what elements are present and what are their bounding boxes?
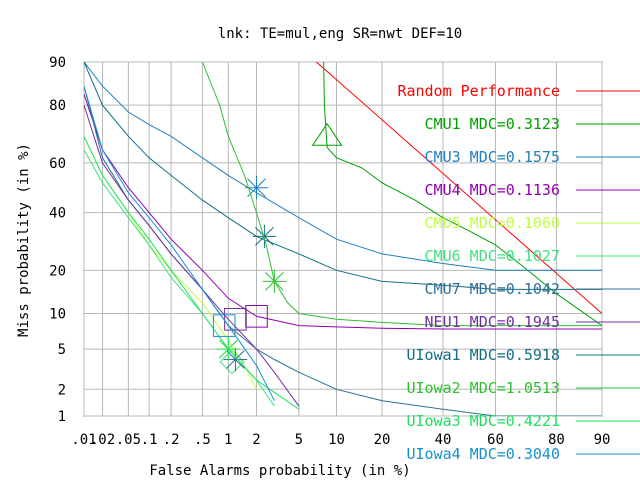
- x-tick-label: 20: [374, 432, 391, 448]
- series-lines: [84, 62, 602, 416]
- legend-label: UIowa4 MDC=0.3040: [406, 445, 560, 463]
- series-marker: [216, 337, 240, 361]
- x-tick-label: 10: [328, 432, 345, 448]
- legend-label: UIowa2 MDC=1.0513: [406, 379, 560, 397]
- x-tick-label: .2: [163, 432, 180, 448]
- legend-label: CMU1 MDC=0.3123: [425, 115, 560, 133]
- x-tick-label: 80: [548, 432, 565, 448]
- series-marker: [223, 347, 248, 372]
- series-line: [84, 62, 602, 271]
- y-tick-label: 90: [49, 55, 66, 71]
- series-marker: [262, 269, 287, 294]
- series-marker: [244, 176, 269, 200]
- legend-label: UIowa1 MDC=0.5918: [406, 346, 560, 364]
- series-line: [84, 105, 300, 407]
- x-tick-label: 2: [252, 432, 260, 448]
- legend-label: Random Performance: [397, 82, 560, 100]
- y-tick-label: 10: [49, 306, 66, 322]
- series-marker: [252, 224, 277, 249]
- legend-label: CMU5 MDC=0.1060: [425, 214, 560, 232]
- series-line: [323, 62, 602, 327]
- y-tick-labels: 1 2 5 10 20 40 60 80 90: [49, 55, 66, 425]
- series-layer: [84, 62, 602, 416]
- legend-label: CMU7 MDC=0.1042: [425, 280, 560, 298]
- x-tick-labels: .01.02.05.1 .2 .5 1 2 5 10 20 40 60 80 90: [71, 432, 610, 448]
- legend: Random Performance CMU1 MDC=0.3123 CMU3 MD…: [397, 82, 640, 463]
- chart-title: lnk: TE=mul,eng SR=nwt DEF=10: [218, 26, 462, 42]
- x-tick-label: .1: [141, 432, 158, 448]
- y-tick-label: 40: [49, 206, 66, 222]
- x-tick-label: 5: [295, 432, 303, 448]
- y-tick-label: 20: [49, 263, 66, 279]
- grid-layer: [83, 61, 603, 417]
- y-tick-label: 2: [58, 382, 66, 398]
- legend-label: CMU3 MDC=0.1575: [425, 148, 560, 166]
- series-line: [84, 62, 602, 290]
- series-line: [84, 85, 275, 401]
- y-tick-label: 1: [58, 409, 66, 425]
- y-tick-label: 80: [49, 98, 66, 114]
- series-marker: [219, 349, 245, 375]
- x-tick-label: .02: [90, 432, 115, 448]
- x-tick-label: 1: [224, 432, 232, 448]
- series-line: [84, 93, 602, 330]
- x-tick-label: .01: [71, 432, 96, 448]
- y-axis-title: Miss probability (in %): [16, 143, 32, 337]
- legend-label: UIowa3 MDC=0.4221: [406, 412, 560, 430]
- x-tick-label: 40: [435, 432, 452, 448]
- x-tick-label: .05: [116, 432, 141, 448]
- series-marker: [245, 305, 268, 328]
- y-tick-label: 5: [58, 342, 66, 358]
- series-line: [316, 62, 602, 314]
- x-axis-title: False Alarms probability (in %): [149, 463, 410, 479]
- legend-label: CMU4 MDC=0.1136: [425, 181, 560, 199]
- legend-label: NEU1 MDC=0.1945: [425, 313, 560, 331]
- x-tick-label: 90: [594, 432, 611, 448]
- series-marker: [212, 314, 236, 337]
- x-tick-label: 60: [487, 432, 504, 448]
- x-tick-label: .5: [194, 432, 211, 448]
- series-line: [84, 136, 300, 410]
- y-tick-label: 60: [49, 156, 66, 172]
- series-marker: [311, 122, 343, 146]
- legend-label: CMU6 MDC=0.1027: [425, 247, 560, 265]
